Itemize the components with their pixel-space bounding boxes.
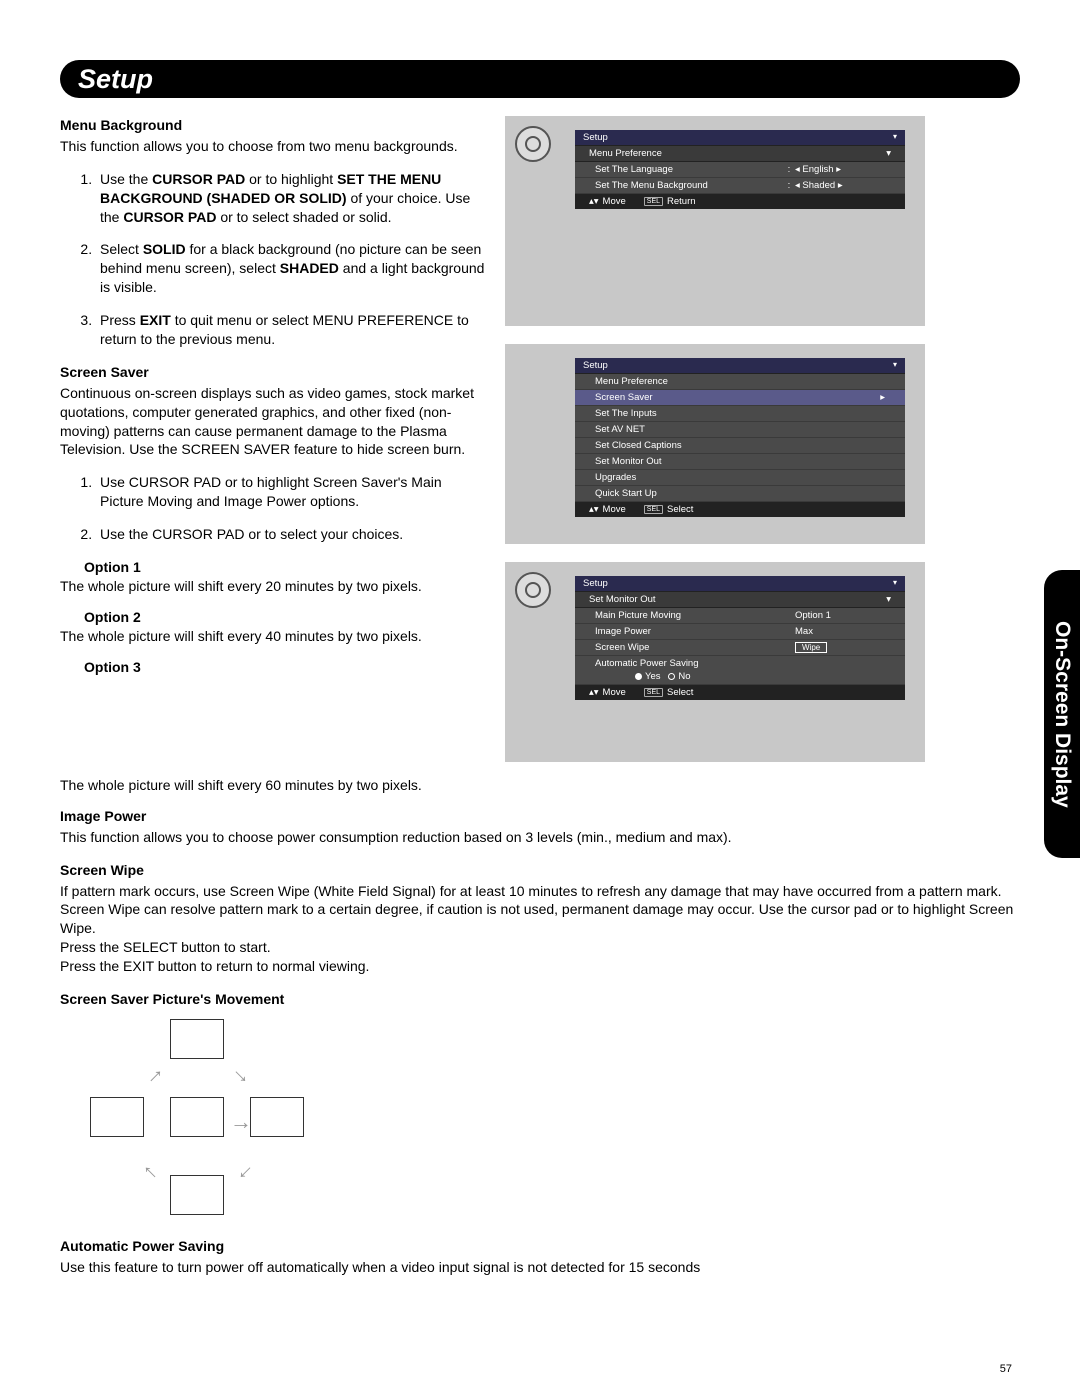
aps-section: Automatic Power Saving Use this feature … — [60, 1237, 1020, 1277]
osd-menu: Setup▾ Menu PreferenceScreen Saver▸Set T… — [575, 358, 905, 517]
osd-menu: Setup▾ Menu Preference▾ Set The Language… — [575, 130, 905, 209]
osd-header: Setup▾ — [575, 576, 905, 592]
ss-steps: Use CURSOR PAD or to highlight Screen Sa… — [60, 473, 485, 544]
diagram-box — [250, 1097, 304, 1137]
select-hint: SEL Select — [644, 687, 694, 698]
osd-row: Set Monitor Out — [575, 454, 905, 470]
right-column: Setup▾ Menu Preference▾ Set The Language… — [505, 116, 925, 780]
osd-footer: ▴▾ Move SEL Select — [575, 685, 905, 700]
movement-diagram: → → → ← ← — [60, 1019, 340, 1219]
diagram-box — [170, 1175, 224, 1215]
radio-on-icon — [635, 673, 642, 680]
step: Select SOLID for a black background (no … — [96, 240, 485, 297]
chevron-down-icon: ▾ — [893, 132, 897, 143]
return-hint: SEL Return — [644, 196, 696, 207]
chevron-down-icon: ▾ — [893, 360, 897, 371]
osd-row: Set AV NET — [575, 422, 905, 438]
osd-row: Upgrades — [575, 470, 905, 486]
menu-bg-intro: This function allows you to choose from … — [60, 137, 485, 156]
movement-section: Screen Saver Picture's Movement → → → ← … — [60, 990, 1020, 1219]
osd-aps-row: Automatic Power Saving Yes No — [575, 656, 905, 685]
menu-bg-steps: Use the CURSOR PAD or to highlight SET T… — [60, 170, 485, 349]
osd-menu: Setup▾ Set Monitor Out▾ Main Picture Mov… — [575, 576, 905, 700]
title-bar: Setup — [60, 60, 1020, 98]
ss-intro: Continuous on-screen displays such as vi… — [60, 384, 485, 460]
chevron-down-icon: ▾ — [893, 578, 897, 589]
arrow-icon: ← — [135, 1151, 172, 1188]
side-tab: On-Screen Display — [1044, 570, 1080, 858]
chevron-down-icon: ▾ — [886, 148, 891, 159]
osd-sub: Menu Preference▾ — [575, 146, 905, 162]
osd-row: Set The Language:◂ English ▸ — [575, 162, 905, 178]
option-block: Option 1 The whole picture will shift ev… — [60, 558, 485, 676]
arrow-icon: → — [135, 1055, 172, 1092]
osd-row: Main Picture MovingOption 1 — [575, 608, 905, 624]
chevron-down-icon: ▾ — [886, 594, 891, 605]
osd-row: Screen WipeWipe — [575, 640, 905, 656]
osd-sub: Set Monitor Out▾ — [575, 592, 905, 608]
lower-sections: The whole picture will shift every 60 mi… — [60, 776, 1020, 1277]
remote-icon — [515, 572, 551, 608]
image-power-section: Image Power This function allows you to … — [60, 807, 1020, 847]
step: Use the CURSOR PAD or to highlight SET T… — [96, 170, 485, 227]
left-column: Menu Background This function allows you… — [60, 116, 485, 780]
screen-wipe-section: Screen Wipe If pattern mark occurs, use … — [60, 861, 1020, 976]
page-number: 57 — [1000, 1363, 1012, 1375]
menu-bg-title: Menu Background — [60, 116, 485, 135]
osd-shot-1: Setup▾ Menu Preference▾ Set The Language… — [505, 116, 925, 326]
title-text: Setup — [78, 64, 153, 95]
osd-row: Set Closed Captions — [575, 438, 905, 454]
move-hint: ▴▾ Move — [589, 687, 626, 698]
page-root: Setup Menu Background This function allo… — [60, 60, 1020, 1291]
arrow-icon: → — [225, 1055, 262, 1092]
osd-row: Set The Inputs — [575, 406, 905, 422]
osd-header: Setup▾ — [575, 358, 905, 374]
arrow-icon: → — [230, 1107, 252, 1137]
step: Use CURSOR PAD or to highlight Screen Sa… — [96, 473, 485, 511]
osd-footer: ▴▾ Move SEL Select — [575, 502, 905, 517]
wipe-button: Wipe — [795, 642, 827, 653]
osd-header: Setup▾ — [575, 130, 905, 146]
osd-row: Screen Saver▸ — [575, 390, 905, 406]
osd-shot-3: Setup▾ Set Monitor Out▾ Main Picture Mov… — [505, 562, 925, 762]
osd-row: Set The Menu Background:◂ Shaded ▸ — [575, 178, 905, 194]
osd-footer: ▴▾ Move SEL Return — [575, 194, 905, 209]
osd-row: Menu Preference — [575, 374, 905, 390]
ss-title: Screen Saver — [60, 363, 485, 382]
remote-icon — [515, 126, 551, 162]
osd-shot-2: Setup▾ Menu PreferenceScreen Saver▸Set T… — [505, 344, 925, 544]
move-hint: ▴▾ Move — [589, 504, 626, 515]
osd-row: Quick Start Up — [575, 486, 905, 502]
step: Press EXIT to quit menu or select MENU P… — [96, 311, 485, 349]
move-hint: ▴▾ Move — [589, 196, 626, 207]
diagram-box — [170, 1019, 224, 1059]
arrow-icon: ← — [225, 1151, 262, 1188]
radio-off-icon — [668, 673, 675, 680]
two-col: Menu Background This function allows you… — [60, 116, 1020, 780]
select-hint: SEL Select — [644, 504, 694, 515]
osd-row: Image PowerMax — [575, 624, 905, 640]
diagram-box — [170, 1097, 224, 1137]
diagram-box — [90, 1097, 144, 1137]
side-tab-label: On-Screen Display — [1050, 621, 1074, 808]
step: Use the CURSOR PAD or to select your cho… — [96, 525, 485, 544]
